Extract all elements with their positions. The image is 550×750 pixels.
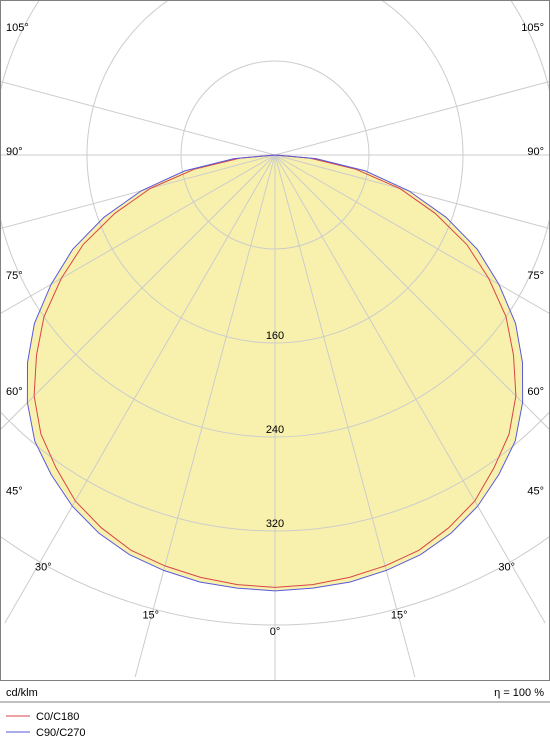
unit-label: cd/klm bbox=[6, 687, 38, 699]
angle-tick-label-right: 90° bbox=[527, 146, 544, 158]
radial-tick-label: 240 bbox=[266, 424, 284, 436]
angle-tick-label-left: 30° bbox=[35, 562, 52, 574]
angle-tick-label-right: 75° bbox=[527, 270, 544, 282]
angle-tick-label-left: 45° bbox=[6, 485, 23, 497]
angle-tick-label-right: 15° bbox=[391, 610, 408, 622]
angle-tick-label-left: 0° bbox=[270, 626, 281, 638]
angle-tick-label-right: 45° bbox=[527, 485, 544, 497]
angle-tick-label-left: 60° bbox=[6, 386, 23, 398]
chart-svg: 160 240 320 105° 105° 90° 90° 75° 75° 60° 60° 45° 45… bbox=[0, 0, 550, 750]
angle-tick-label-right: 30° bbox=[498, 562, 515, 574]
radial-tick-label: 160 bbox=[266, 330, 284, 342]
legend-label: C0/C180 bbox=[36, 711, 79, 723]
angle-tick-label-right: 60° bbox=[527, 386, 544, 398]
angle-tick-label-left: 75° bbox=[6, 270, 23, 282]
angle-tick-label-right: 105° bbox=[521, 22, 544, 34]
polar-chart: 160 240 320 105° 105° 90° 90° 75° 75° 60° 60° 45° 45… bbox=[0, 0, 550, 750]
angle-tick-label-left: 15° bbox=[142, 610, 159, 622]
radial-tick-label: 320 bbox=[266, 518, 284, 530]
efficiency-label: η = 100 % bbox=[494, 687, 544, 699]
legend-label: C90/C270 bbox=[36, 727, 86, 739]
angle-tick-label-left: 90° bbox=[6, 146, 23, 158]
angle-tick-label-left: 105° bbox=[6, 22, 29, 34]
